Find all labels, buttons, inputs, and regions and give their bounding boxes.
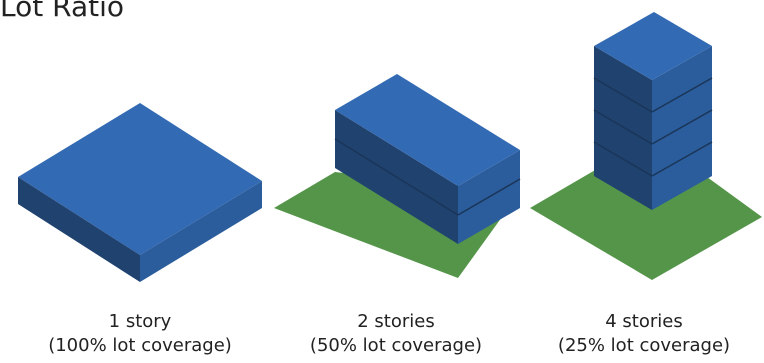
building-1-right-face — [140, 181, 262, 282]
caption-1-story: 1 story (100% lot coverage) — [20, 310, 260, 358]
caption-stories: 4 stories — [605, 311, 683, 332]
caption-coverage: (100% lot coverage) — [48, 335, 232, 356]
page-title: Lot Ratio — [0, 0, 125, 23]
building-4-floor-line — [593, 109, 653, 145]
building-2-floor-line — [457, 178, 521, 216]
lot-4-grass — [530, 137, 762, 280]
caption-stories: 1 story — [108, 311, 172, 332]
building-2-floor-line — [334, 138, 459, 216]
caption-coverage: (50% lot coverage) — [309, 335, 483, 356]
caption-coverage: (25% lot coverage) — [557, 335, 731, 356]
caption-4-stories: 4 stories (25% lot coverage) — [524, 310, 764, 358]
building-2-stories — [274, 74, 521, 278]
building-4-floor-line — [651, 141, 713, 177]
building-2-roof — [335, 74, 520, 186]
caption-stories: 2 stories — [357, 311, 435, 332]
building-1-roof — [18, 103, 262, 255]
building-4-floor-line — [593, 77, 653, 113]
building-4-roof — [594, 12, 712, 80]
building-1-left-face — [18, 177, 140, 282]
building-1-story — [18, 103, 262, 282]
building-4-floor-line — [593, 141, 653, 177]
building-4-floor-line — [651, 77, 713, 113]
caption-2-stories: 2 stories (50% lot coverage) — [276, 310, 516, 358]
building-4-stories — [530, 12, 762, 280]
building-4-floor-line — [651, 109, 713, 145]
